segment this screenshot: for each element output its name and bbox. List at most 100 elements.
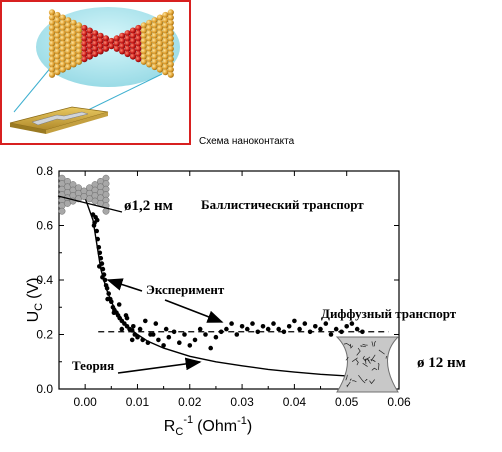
gold-atom <box>48 14 56 21</box>
experiment-point <box>218 329 224 335</box>
gold-atom <box>75 43 83 50</box>
gold-atom <box>48 45 56 52</box>
experiment-point <box>153 321 159 326</box>
red-atom <box>135 50 142 58</box>
experiment-point <box>281 329 287 335</box>
red-atom <box>124 40 131 47</box>
gold-atom <box>151 43 158 50</box>
gold-atom <box>156 30 164 37</box>
experiment-arrow-right <box>164 299 224 323</box>
experiment-point <box>156 337 161 343</box>
gold-atom <box>59 45 66 52</box>
experiment-point <box>131 324 136 329</box>
experiment-point <box>140 337 145 343</box>
grain-boundary-line <box>356 347 361 356</box>
red-atom <box>81 56 88 63</box>
gold-atom <box>75 58 83 65</box>
gold-atom <box>162 58 169 65</box>
red-atom <box>129 43 137 50</box>
gold-atom <box>162 63 169 71</box>
gold-atom <box>151 22 158 29</box>
gold-atom <box>65 48 72 55</box>
gold-atom <box>59 40 66 47</box>
grain-boundary-line <box>355 359 359 366</box>
gold-atom <box>162 37 169 45</box>
experiment-point <box>135 334 140 340</box>
gold-atom <box>140 27 147 34</box>
gold-atom <box>70 61 77 68</box>
experiment-point <box>106 291 111 296</box>
experiment-point <box>265 326 271 332</box>
red-atom <box>135 35 142 42</box>
gold-atom <box>167 45 174 52</box>
gold-atom <box>167 71 174 78</box>
gold-atom <box>54 17 61 24</box>
red-atom <box>108 37 115 45</box>
experiment-point <box>286 324 292 329</box>
x-tick-label: 0.06 <box>387 395 411 409</box>
gold-atom <box>151 27 158 34</box>
red-atom <box>81 24 88 32</box>
experiment-point <box>234 332 240 337</box>
gold-atom <box>146 19 153 26</box>
grain-boundary-line <box>362 355 367 362</box>
diffusive-diameter-label: ø 12 нм <box>417 355 466 371</box>
gold-atom <box>146 45 153 52</box>
gold-atom <box>140 53 147 60</box>
experiment-point <box>187 343 193 348</box>
experiment-point <box>307 329 313 335</box>
gold-atom <box>54 43 61 50</box>
gold-atom <box>162 27 169 34</box>
grain-boundary-line <box>352 380 357 383</box>
experiment-point <box>302 321 308 326</box>
experiment-point <box>105 296 110 302</box>
gold-atom <box>140 43 147 50</box>
gold-atom <box>48 71 56 78</box>
gold-atom <box>151 63 158 71</box>
gold-atom <box>156 24 164 32</box>
red-atom <box>81 40 88 47</box>
x-tick-label: 0.00 <box>73 395 97 409</box>
x-tick-label: 0.05 <box>335 395 359 409</box>
grain-boundary-line <box>378 349 385 355</box>
grain-boundary-line <box>366 357 371 364</box>
grain-boundary-line <box>362 343 368 346</box>
gold-atom <box>54 11 61 19</box>
experiment-point <box>260 324 266 329</box>
gold-atom <box>162 32 169 39</box>
diffusive-transport-label: Диффузный транспорт <box>321 306 457 321</box>
gold-atom <box>75 32 83 39</box>
axes: 0.00 0.01 0.02 0.03 0.04 0.05 0.06 0.0 0.2 0.4 0.6… <box>36 164 411 409</box>
experiment-point <box>129 337 135 343</box>
experiment-point <box>161 343 166 348</box>
red-atom <box>102 45 110 52</box>
experiment-point <box>229 321 234 326</box>
ballistic-pointer <box>57 195 123 213</box>
experiment-point <box>97 264 102 269</box>
red-atom <box>108 43 115 50</box>
gold-atom <box>75 27 83 34</box>
experiment-point <box>95 236 100 242</box>
experiment-point <box>137 326 143 332</box>
gold-atom <box>162 43 169 50</box>
experiment-point <box>255 329 261 335</box>
red-atom <box>113 35 120 42</box>
experiment-point <box>349 321 355 326</box>
nanocontact-scheme-panel <box>0 0 191 145</box>
red-atom <box>119 48 126 55</box>
red-atom <box>86 27 93 34</box>
experiment-point <box>250 321 255 326</box>
gold-atom <box>59 66 66 73</box>
gold-atom <box>151 58 158 65</box>
experiment-point <box>339 329 344 335</box>
grain-boundary-line <box>364 378 368 382</box>
gold-atom <box>65 37 72 45</box>
red-atom <box>135 30 142 37</box>
gold-atom <box>70 30 77 37</box>
grain-boundary-line <box>360 345 366 348</box>
red-atom <box>97 37 104 45</box>
experiment-point <box>313 324 318 329</box>
zoom-line-right <box>83 73 163 113</box>
gold-atom <box>48 40 56 47</box>
ballistic-contact-image <box>57 174 123 215</box>
